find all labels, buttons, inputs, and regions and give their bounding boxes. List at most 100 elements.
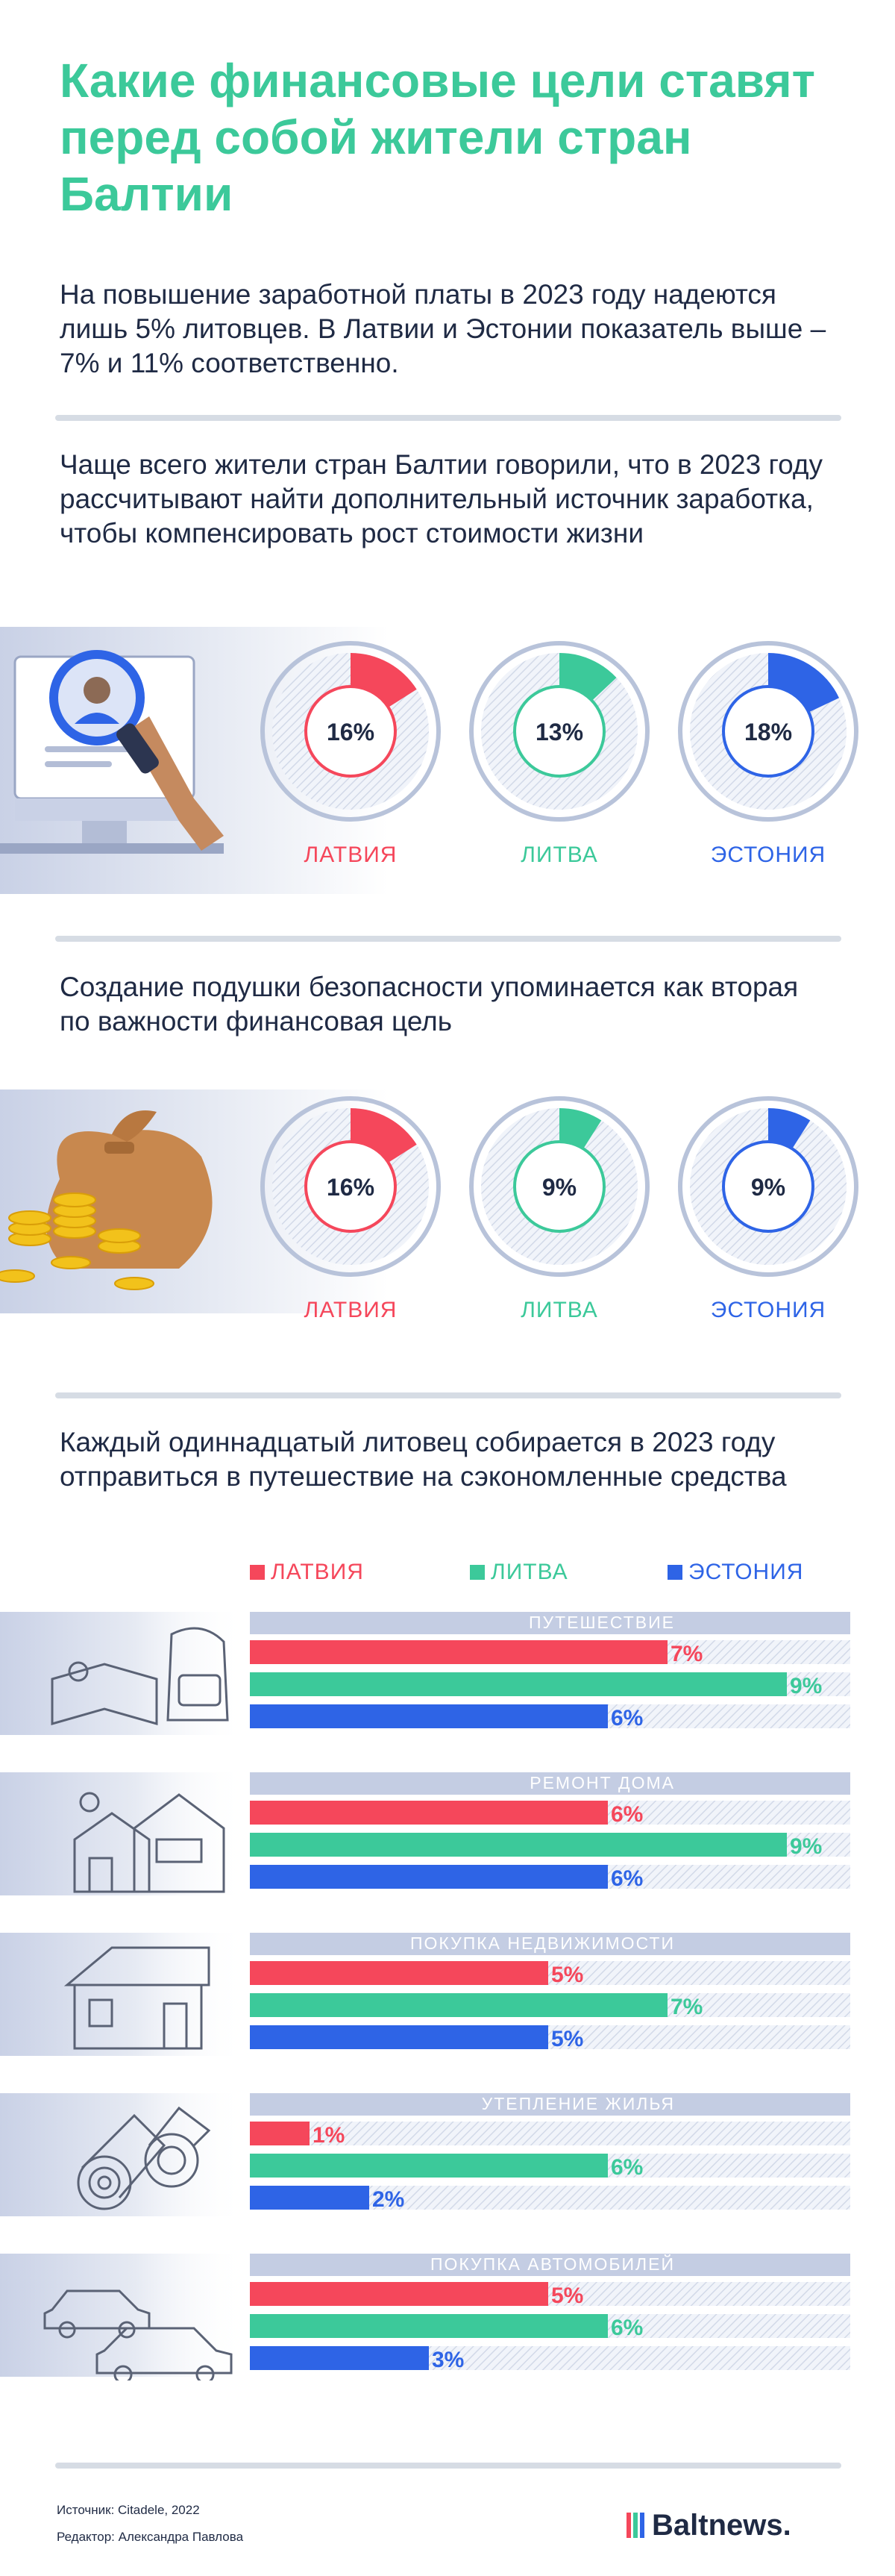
- donut-outer-ring: [469, 1096, 650, 1277]
- house-renovation-icon: [73, 1792, 225, 1893]
- category-band: [0, 1772, 246, 1895]
- category-band: [0, 2254, 246, 2377]
- donut-slice: [351, 653, 417, 707]
- donut-value-label: 18%: [744, 719, 792, 745]
- bar: [250, 1704, 608, 1728]
- donut-country-label: ЛАТВИЯ: [304, 842, 398, 867]
- bar: [250, 2186, 369, 2210]
- donut-country-label: ЛИТВА: [521, 842, 598, 867]
- bar-value-label: 6%: [611, 2316, 643, 2340]
- donut-center: [513, 1140, 606, 1233]
- category-label: ПУТЕШЕСТВИЕ: [529, 1613, 675, 1632]
- source-text: Источник: Citadele, 2022: [57, 2503, 200, 2517]
- divider: [55, 2463, 841, 2469]
- bar: [250, 2314, 608, 2338]
- bar: [250, 1640, 668, 1664]
- insulation-rolls-icon: [77, 2106, 211, 2210]
- donut-value-label: 16%: [327, 1174, 374, 1201]
- bar-group: ПУТЕШЕСТВИЕ 7% 9% 6%: [0, 1612, 850, 1735]
- baltnews-logo[interactable]: Baltnews.: [626, 2509, 791, 2545]
- section2-heading: Создание подушки безопасности упоминаетс…: [60, 972, 799, 1037]
- section3-heading: Каждый одиннадцатый литовец собирается в…: [60, 1427, 787, 1492]
- donut-country-label: ЭСТОНИЯ: [711, 1298, 826, 1322]
- donut-center: [304, 1140, 397, 1233]
- bar-value-label: 6%: [611, 2155, 643, 2180]
- bar-group: ПОКУПКА АВТОМОБИЛЕЙ 5% 6% 3%: [0, 2254, 850, 2377]
- bar-value-label: 3%: [432, 2348, 464, 2372]
- donut-3: 18% ЭСТОНИЯ: [678, 641, 858, 867]
- donut-center: [513, 685, 606, 778]
- bar-value-label: 1%: [313, 2123, 345, 2148]
- donut-value-label: 13%: [536, 719, 583, 745]
- donut-row-section2: 16% ЛАТВИЯ 9% ЛИТВА 9% ЭСТОНИЯ: [260, 1096, 858, 1322]
- lead-text: На повышение заработной платы в 2023 год…: [60, 279, 826, 378]
- bar-value-label: 2%: [372, 2187, 404, 2212]
- category-band: [0, 1933, 246, 2056]
- donut-center: [304, 685, 397, 778]
- bar-value-label: 5%: [551, 2027, 583, 2051]
- donut-country-label: ЛИТВА: [521, 1298, 598, 1322]
- category-header: [250, 1933, 850, 1955]
- category-header: [250, 2093, 850, 2116]
- bar-value-label: 9%: [790, 1834, 822, 1859]
- category-header: [250, 1612, 850, 1634]
- page-title: Какие финансовые цели ставят перед собой…: [60, 54, 815, 221]
- bar-value-label: 9%: [790, 1674, 822, 1698]
- bar-value-label: 6%: [611, 1802, 643, 1827]
- bar: [250, 1865, 608, 1889]
- bar-track: [250, 2122, 850, 2145]
- donut-1: 16% ЛАТВИЯ: [260, 1096, 441, 1322]
- cars-icon: [43, 2289, 233, 2380]
- bar: [250, 1801, 608, 1825]
- donut-value-label: 16%: [327, 719, 374, 745]
- donut-outer-ring: [260, 641, 441, 822]
- category-header: [250, 2254, 850, 2276]
- donut-country-label: ЛАТВИЯ: [304, 1298, 398, 1322]
- donut-country-label: ЭСТОНИЯ: [711, 842, 826, 867]
- bar-group: ПОКУПКА НЕДВИЖИМОСТИ 5% 7% 5%: [0, 1933, 850, 2056]
- donut-outer-ring: [469, 641, 650, 822]
- legend-estonia: ЭСТОНИЯ: [668, 1560, 803, 1585]
- bar: [250, 2154, 608, 2178]
- donut-row-section1: 16% ЛАТВИЯ 13% ЛИТВА 18% ЭСТОНИЯ: [260, 641, 858, 867]
- donut-2: 13% ЛИТВА: [469, 641, 650, 867]
- donut-outer-ring: [260, 1096, 441, 1277]
- property-purchase-house-icon: [63, 1946, 210, 2050]
- section1-heading: Чаще всего жители стран Балтии говорили,…: [60, 449, 823, 548]
- bar-value-label: 6%: [611, 1706, 643, 1731]
- divider: [55, 415, 841, 421]
- bar: [250, 2282, 548, 2306]
- bar: [250, 2346, 429, 2370]
- bar-value-label: 7%: [671, 1642, 703, 1666]
- donut-3: 9% ЭСТОНИЯ: [678, 1096, 858, 1322]
- bar: [250, 2122, 310, 2145]
- donut-2: 9% ЛИТВА: [469, 1096, 650, 1322]
- bar-value-label: 7%: [671, 1995, 703, 2019]
- bar-value-label: 5%: [551, 2283, 583, 2308]
- travel-map-backpack-icon: [51, 1627, 229, 1725]
- money-bag-illustration: [0, 1110, 213, 1290]
- category-label: УТЕПЛЕНИЕ ЖИЛЬЯ: [482, 2094, 675, 2113]
- donut-center: [722, 1140, 814, 1233]
- donut-slice: [351, 1108, 417, 1163]
- donut-value-label: 9%: [542, 1174, 577, 1201]
- donut-value-label: 9%: [751, 1174, 785, 1201]
- category-header: [250, 1772, 850, 1795]
- donut-slice: [768, 1108, 811, 1149]
- legend-latvia: ЛАТВИЯ: [250, 1560, 364, 1585]
- bar-value-label: 6%: [611, 1866, 643, 1891]
- category-band: [0, 2093, 246, 2216]
- bar: [250, 1961, 548, 1985]
- bar-group: УТЕПЛЕНИЕ ЖИЛЬЯ 1% 6% 2%: [0, 2093, 850, 2216]
- legend-swatch: [668, 1565, 682, 1580]
- logo-bars-icon: [626, 2512, 644, 2545]
- donut-slice: [559, 1108, 602, 1149]
- donut-slice: [768, 653, 840, 713]
- bar: [250, 1993, 668, 2017]
- donut-1: 16% ЛАТВИЯ: [260, 641, 441, 867]
- search-profile-illustration: [0, 650, 224, 854]
- bar-group: РЕМОНТ ДОМА 6% 9% 6%: [0, 1772, 850, 1895]
- bar: [250, 2025, 548, 2049]
- donut-outer-ring: [678, 641, 858, 822]
